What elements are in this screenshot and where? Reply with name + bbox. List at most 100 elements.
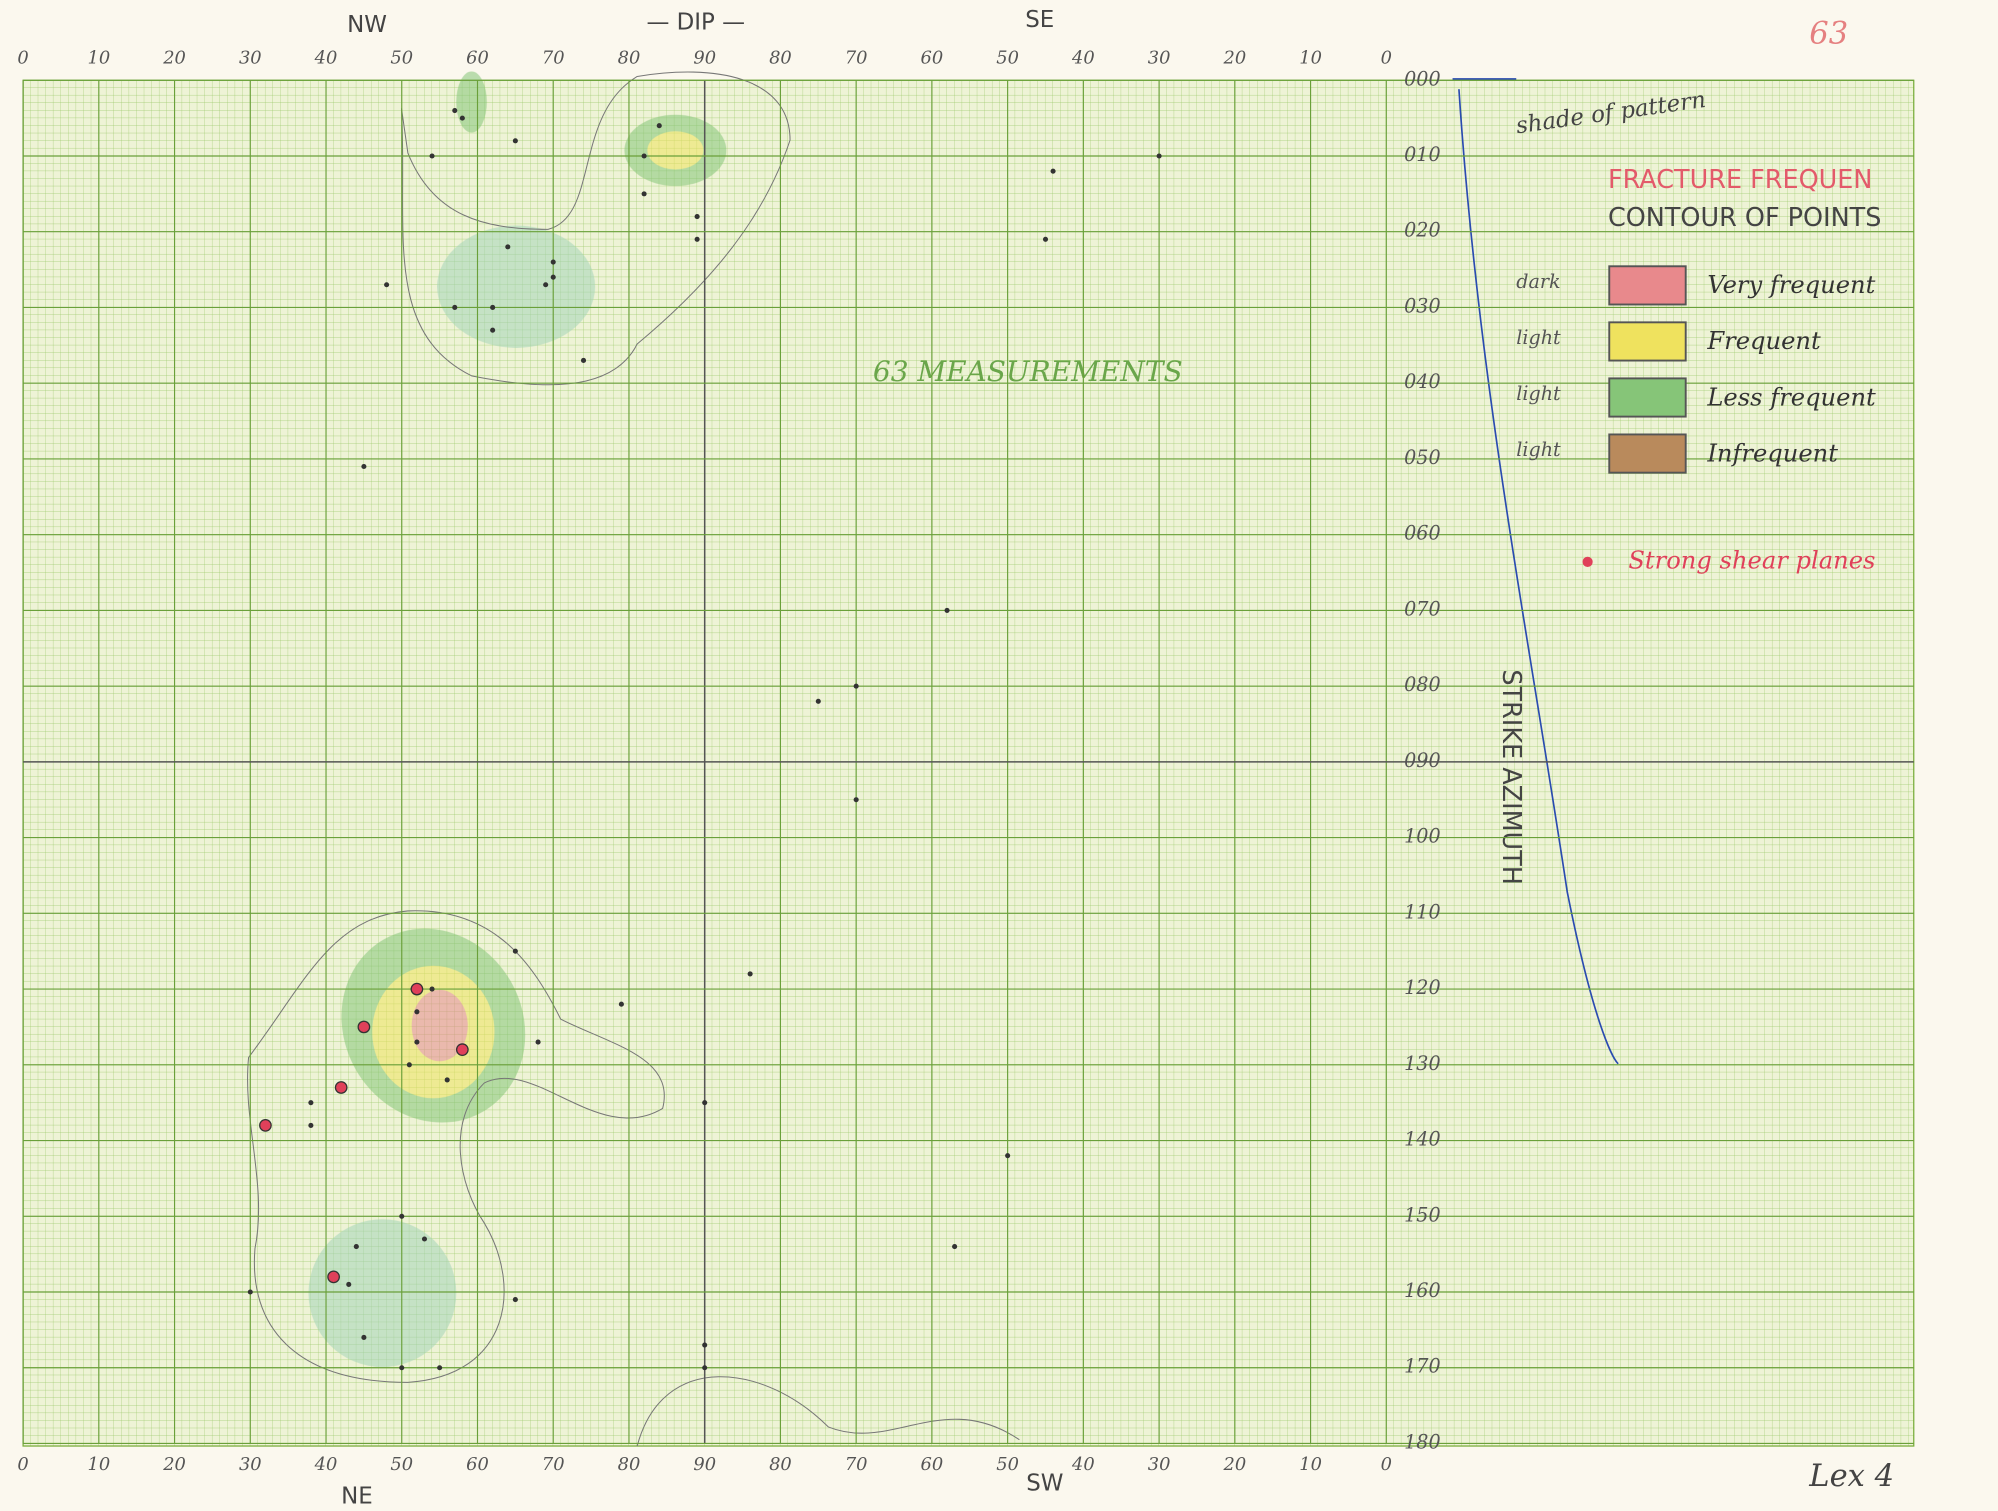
point — [429, 986, 435, 992]
x-tick-label: 30 — [239, 48, 262, 69]
legend-subtitle: CONTOUR OF POINTS — [1608, 203, 1881, 233]
shade-label: light — [1516, 438, 1561, 461]
x-tick-label: 20 — [162, 1454, 186, 1475]
shade-label: dark — [1516, 270, 1560, 293]
legend-label: Very frequent — [1707, 271, 1875, 299]
y-tick-label: 030 — [1404, 294, 1440, 317]
y-tick-label: 060 — [1404, 522, 1440, 545]
labels: NW — DIP — SE NE SW STRIKE AZIMUTH 63 63… — [341, 7, 1894, 1510]
legend-label: Frequent — [1706, 327, 1821, 355]
point — [512, 948, 518, 954]
x-tick-label: 80 — [769, 48, 792, 69]
x-tick-label: 30 — [239, 1454, 262, 1475]
point — [702, 1100, 708, 1106]
point — [444, 1077, 450, 1083]
point — [452, 108, 458, 114]
point — [308, 1100, 314, 1106]
legend-swatch — [1608, 433, 1687, 474]
y-tick-label: 000 — [1404, 67, 1440, 90]
y-tick-label: 070 — [1404, 597, 1440, 620]
x-tick-label: 30 — [1148, 48, 1171, 69]
point — [437, 1365, 443, 1371]
x-tick-label: 40 — [1071, 48, 1095, 69]
point — [334, 1081, 348, 1094]
contour-lines — [247, 71, 1020, 1447]
y-tick-label: 180 — [1404, 1430, 1440, 1453]
point — [308, 1122, 314, 1128]
y-tick-label: 160 — [1404, 1279, 1440, 1302]
point — [1005, 1153, 1011, 1159]
point — [1042, 236, 1049, 242]
point — [853, 683, 859, 689]
x-tick-label: 50 — [390, 48, 413, 69]
x-tick-label: 40 — [1071, 1454, 1095, 1475]
y-tick-label: 040 — [1404, 370, 1440, 393]
page-number: 63 — [1809, 17, 1848, 52]
legend-label: Infrequent — [1706, 439, 1838, 467]
legend-marker — [1582, 556, 1593, 567]
y-tick-label: 020 — [1404, 219, 1440, 242]
x-tick-label: 90 — [693, 1454, 716, 1475]
x-tick-label: 60 — [921, 48, 944, 69]
point — [815, 698, 821, 704]
top-left-label: NW — [347, 12, 387, 38]
x-tick-label: 40 — [314, 48, 338, 69]
point — [1050, 168, 1056, 174]
legend-swatch — [1608, 321, 1687, 362]
point — [952, 1244, 958, 1250]
x-tick-label: 50 — [996, 1454, 1019, 1475]
top-right-label: SE — [1025, 7, 1054, 33]
x-tick-label: 20 — [1222, 48, 1246, 69]
x-tick-label: 80 — [618, 48, 641, 69]
y-tick-label: 150 — [1404, 1203, 1440, 1226]
y-tick-label: 130 — [1404, 1052, 1440, 1075]
point — [694, 236, 700, 242]
x-tick-label: 40 — [314, 1454, 338, 1475]
x-tick-label: 50 — [996, 48, 1019, 69]
point — [641, 191, 647, 197]
point — [357, 1020, 371, 1034]
x-tick-label: 60 — [466, 1454, 489, 1475]
point — [410, 982, 424, 996]
x-tick-label: 0 — [1381, 48, 1392, 69]
point — [702, 1365, 708, 1371]
x-tick-label: 60 — [466, 48, 489, 69]
x-tick-label: 70 — [845, 1454, 868, 1475]
y-tick-label: 050 — [1404, 446, 1440, 469]
y-tick-label: 090 — [1404, 749, 1440, 772]
x-tick-label: 0 — [17, 1454, 28, 1475]
shade-label: light — [1516, 382, 1561, 405]
point — [406, 1062, 412, 1068]
point — [747, 971, 753, 977]
point — [327, 1270, 340, 1284]
x-tick-label: 10 — [1299, 1454, 1322, 1475]
point — [353, 1244, 359, 1250]
point — [259, 1119, 272, 1132]
point — [694, 214, 700, 220]
point — [550, 274, 556, 280]
point — [429, 153, 435, 159]
point — [505, 244, 511, 250]
point — [641, 153, 647, 159]
point — [580, 357, 587, 364]
point — [1156, 153, 1162, 159]
y-axis-label: STRIKE AZIMUTH — [1496, 669, 1526, 885]
point — [421, 1236, 428, 1242]
y-tick-label: 010 — [1404, 143, 1440, 166]
point — [535, 1039, 541, 1045]
y-tick-label: 080 — [1404, 673, 1440, 696]
point — [512, 1297, 518, 1303]
x-tick-label: 80 — [618, 1454, 641, 1475]
x-tick-label: 10 — [87, 48, 110, 69]
x-tick-label: 20 — [1222, 1454, 1246, 1475]
bottom-left-label: NE — [341, 1483, 373, 1509]
point — [618, 1001, 624, 1007]
bottom-right-label: SW — [1026, 1471, 1063, 1497]
point — [543, 282, 549, 288]
y-tick-label: 120 — [1404, 976, 1440, 999]
x-tick-label: 10 — [1299, 48, 1322, 69]
x-tick-label: 20 — [162, 48, 186, 69]
point — [455, 1043, 469, 1057]
point — [399, 1365, 405, 1371]
